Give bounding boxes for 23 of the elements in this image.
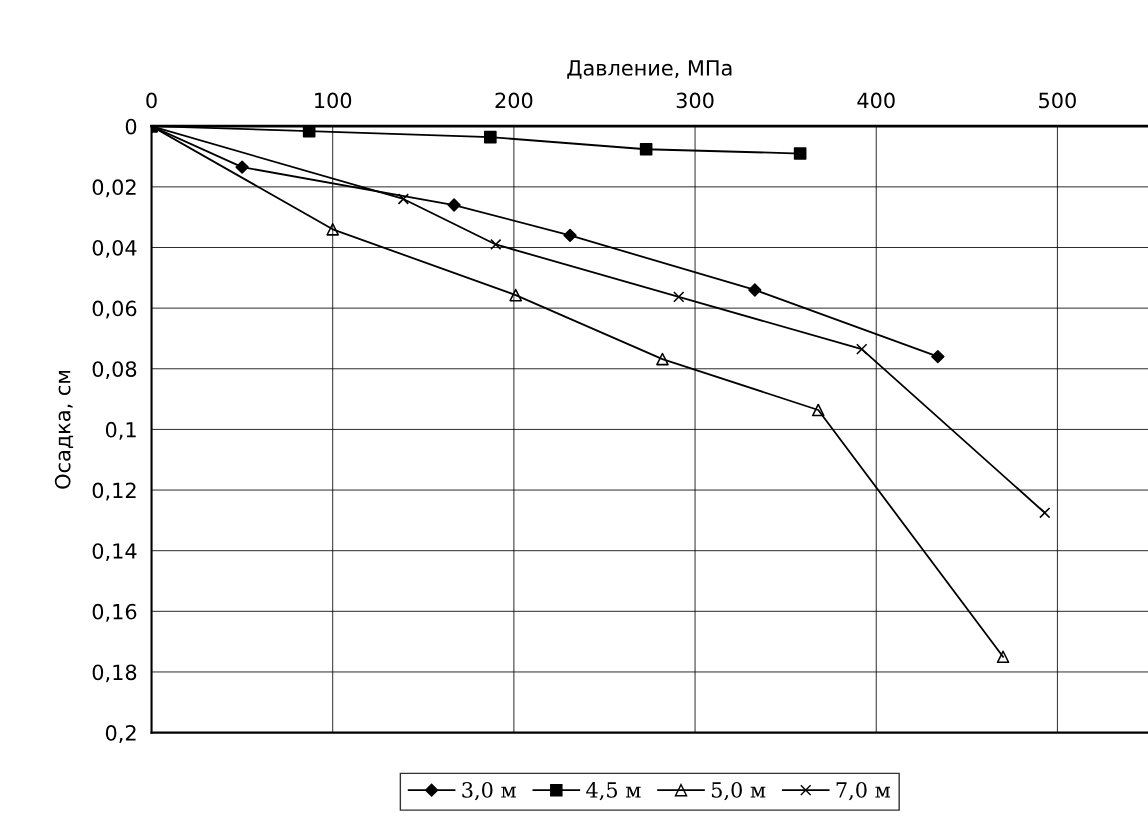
x-tick-label: 300	[676, 92, 714, 109]
y-tick-label: 0,06	[92, 300, 137, 319]
legend-label: 7,0 м	[836, 782, 891, 801]
legend-label: 5,0 м	[711, 782, 766, 801]
legend-label: 4,5 м	[586, 782, 641, 801]
y-tick-label: 0,2	[105, 725, 136, 743]
y-axis-title: Осадка, см	[54, 370, 74, 489]
y-tick-label: 0,12	[92, 482, 136, 501]
y-tick-label: 0	[125, 118, 137, 135]
x-tick-label: 400	[857, 92, 895, 109]
x-axis-title: Давление, МПа	[567, 60, 732, 79]
y-tick-label: 0,02	[92, 179, 136, 198]
y-tick-label: 0,08	[92, 361, 137, 380]
y-tick-label: 0,16	[92, 603, 137, 622]
x-tick-label: 500	[1039, 92, 1076, 109]
y-tick-label: 0,14	[92, 543, 137, 562]
x-tick-label: 100	[315, 92, 352, 109]
x-tick-label: 200	[495, 92, 533, 109]
x-tick-label: 0	[146, 92, 157, 109]
y-tick-label: 0,18	[92, 664, 137, 683]
y-tick-label: 0,04	[92, 239, 137, 258]
legend-label: 3,0 м	[462, 782, 516, 801]
y-tick-label: 0,1	[105, 421, 136, 440]
